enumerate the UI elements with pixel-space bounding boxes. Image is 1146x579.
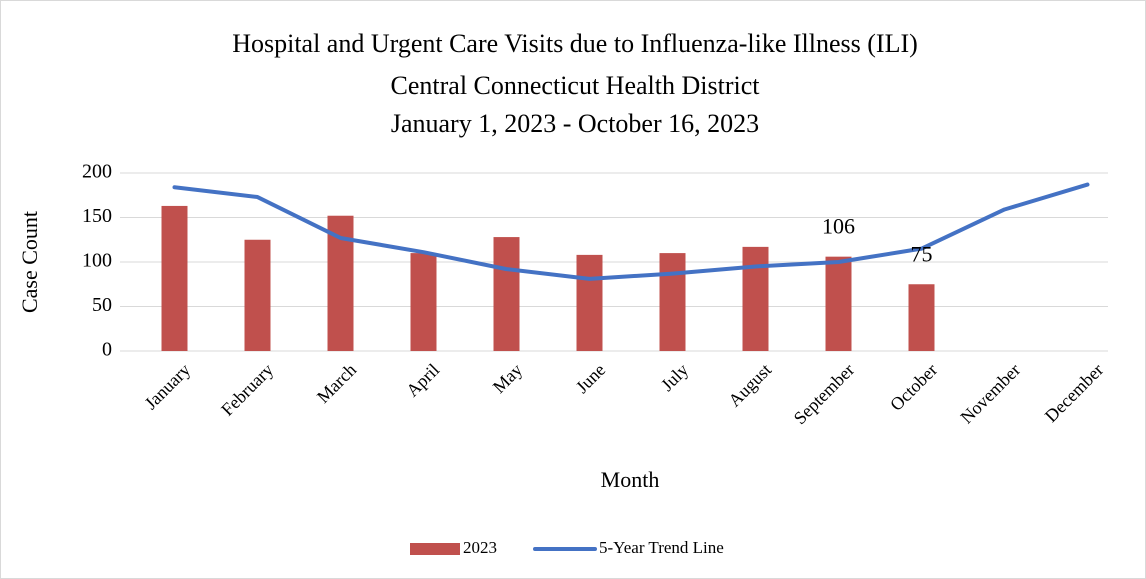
y-tick-label: 100 bbox=[82, 250, 112, 272]
y-tick-label: 0 bbox=[102, 339, 112, 361]
x-axis-label: Month bbox=[601, 467, 660, 492]
legend-label: 5-Year Trend Line bbox=[599, 538, 724, 557]
trend-line bbox=[172, 182, 1090, 281]
bar bbox=[576, 254, 603, 351]
y-tick-label: 50 bbox=[92, 294, 112, 316]
chart-subtitle: Central Connecticut Health District bbox=[391, 71, 761, 100]
chart-title: Hospital and Urgent Care Visits due to I… bbox=[232, 29, 918, 58]
y-tick-label: 200 bbox=[82, 161, 112, 183]
bar bbox=[161, 205, 188, 351]
y-axis-label: Case Count bbox=[17, 211, 42, 313]
chart-subtitle: January 1, 2023 - October 16, 2023 bbox=[391, 109, 759, 138]
bar bbox=[659, 253, 686, 351]
data-label: 75 bbox=[911, 241, 933, 266]
bar bbox=[493, 237, 520, 351]
bar bbox=[244, 239, 271, 351]
legend-swatch bbox=[410, 543, 460, 555]
bar bbox=[410, 253, 437, 351]
y-tick-label: 150 bbox=[82, 205, 112, 227]
data-label: 106 bbox=[822, 214, 855, 239]
bar bbox=[742, 246, 769, 351]
legend-label: 2023 bbox=[463, 538, 497, 557]
bar bbox=[908, 284, 935, 351]
bar bbox=[825, 256, 852, 351]
